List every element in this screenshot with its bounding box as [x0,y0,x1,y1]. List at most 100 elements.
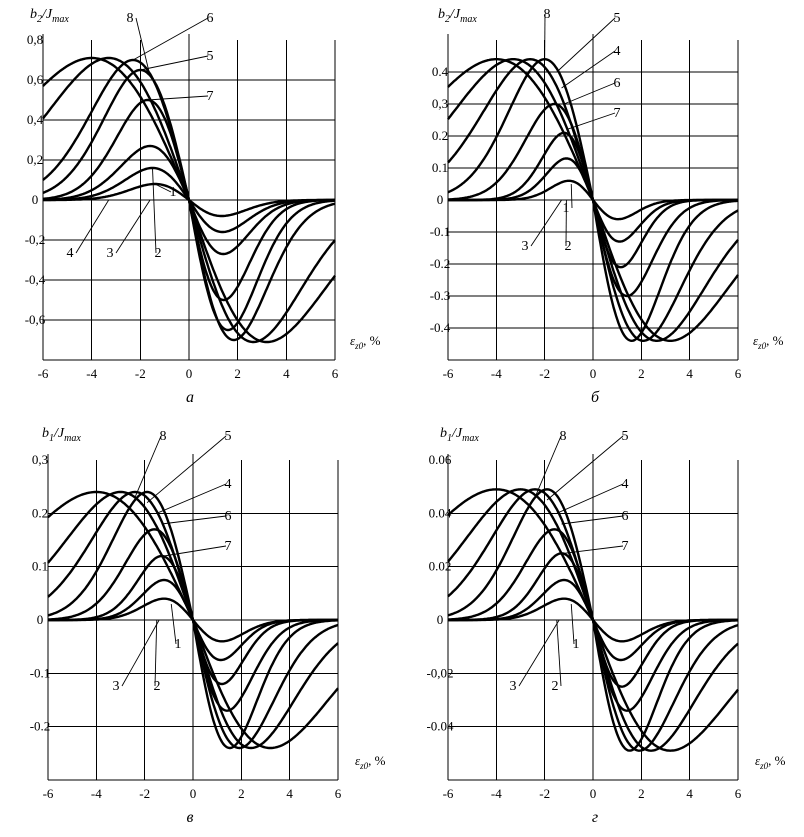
label-leader [546,435,624,501]
curve-label-2: 2 [154,679,161,694]
y-tick-label: 0.06 [429,452,452,467]
y-axis-label: b1/Jmax [42,426,81,444]
curve-label-8: 8 [544,7,551,22]
curve-label-8: 8 [127,11,134,26]
x-tick-label: -6 [443,366,454,381]
curve-label-5: 5 [614,11,621,26]
y-tick-label: 0.04 [429,505,452,520]
label-leader [566,112,616,131]
x-tick-label: -2 [139,786,150,801]
label-leader [146,435,227,504]
label-leader [121,619,160,687]
curve-label-5: 5 [207,49,214,64]
label-leader [163,545,227,557]
label-leader [161,515,227,525]
x-axis-label: εz0, % [355,753,386,771]
y-tick-label: -0.1 [30,665,51,680]
x-tick-label: -6 [38,366,49,381]
curve-label-3: 3 [510,679,517,694]
y-tick-label: -0.2 [30,719,51,734]
label-leader [132,17,209,61]
y-tick-label: 0.02 [429,559,452,574]
curve-label-3: 3 [522,239,529,254]
x-tick-label: 4 [686,366,693,381]
y-tick-label: -0.4 [430,320,451,335]
label-leader [134,435,162,498]
chart-a: -6 -4 -2 0 2 4 6 0,8 0,6 0,4 0,2 0 -0,2 -0,4 -0,6 b2/Jm… [25,7,381,406]
label-leader [556,619,562,687]
curve-label-3: 3 [107,246,114,261]
label-leader [518,619,560,687]
y-tick-label: 0.2 [32,505,48,520]
y-tick-label: -0.1 [430,224,451,239]
x-tick-label: -2 [135,366,146,381]
chart-c: -6 -4 -2 0 2 4 6 0,3 0.2 0.1 0 -0.1 -0.2 b1/Jmax εz0, … [30,426,386,826]
curve-label-1: 1 [573,637,580,652]
curve-label-4: 4 [67,246,74,261]
series-8-line [47,490,339,750]
curve-label-6: 6 [207,11,214,26]
curve-label-1: 1 [170,185,177,200]
label-leader [147,95,209,101]
y-tick-label: 0,4 [27,112,44,127]
x-tick-label: 2 [238,786,245,801]
chart-b: -6 -4 -2 0 2 4 6 0.4 0,3 0.2 0.1 0 -0.1 -0.2 -0.3 -0.4 b… [430,7,784,406]
x-tick-label: 6 [735,786,742,801]
curve-label-7: 7 [225,539,232,554]
label-leader [561,50,616,89]
label-leader [563,545,624,554]
subplot-caption: б [591,389,600,406]
curve-label-2: 2 [565,239,572,254]
label-leader [156,483,227,514]
x-axis-label: εz0, % [755,753,786,771]
x-tick-label: 2 [638,366,645,381]
series-8-line [447,488,739,752]
series-8-line [447,58,739,342]
y-tick-label: -0.04 [426,719,454,734]
y-tick-label: 0.2 [432,128,448,143]
curve-label-5: 5 [622,429,629,444]
x-tick-label: -2 [539,366,550,381]
y-tick-label: -0.3 [430,288,451,303]
label-leader [135,17,151,77]
x-tick-label: -4 [86,366,97,381]
x-tick-label: 0 [590,366,597,381]
x-tick-label: -2 [539,786,550,801]
x-tick-label: 2 [234,366,241,381]
y-tick-label: -0,02 [426,665,453,680]
y-tick-label: 0.1 [32,559,48,574]
label-leader [140,55,209,71]
x-tick-label: 4 [286,786,293,801]
y-tick-label: 0,3 [32,452,48,467]
subplot-caption: а [186,389,194,406]
x-tick-label: 4 [283,366,290,381]
label-leader [563,82,616,105]
y-tick-label: 0 [437,612,444,627]
series-8-line [42,56,336,344]
y-tick-label: 0,8 [27,32,43,47]
curve-label-3: 3 [113,679,120,694]
label-leader [154,619,158,687]
x-axis-label: εz0, % [350,333,381,351]
y-tick-label: 0,6 [27,72,44,87]
y-tick-label: 0 [32,192,39,207]
y-tick-label: 0 [437,192,444,207]
label-leader [530,199,562,247]
label-leader [154,183,172,193]
x-tick-label: 4 [686,786,693,801]
y-axis-label: b1/Jmax [440,426,479,444]
curve-label-1: 1 [175,637,182,652]
x-tick-label: 6 [735,366,742,381]
x-tick-label: -4 [491,786,502,801]
curve-label-6: 6 [614,76,621,91]
x-tick-label: 6 [335,786,342,801]
label-leader [75,199,110,254]
curve-label-7: 7 [614,106,621,121]
curve-label-2: 2 [155,246,162,261]
label-leader [556,17,616,73]
label-leader [170,603,177,645]
x-tick-label: 0 [590,786,597,801]
y-axis-label: b2/Jmax [30,7,69,25]
curve-label-6: 6 [225,509,232,524]
